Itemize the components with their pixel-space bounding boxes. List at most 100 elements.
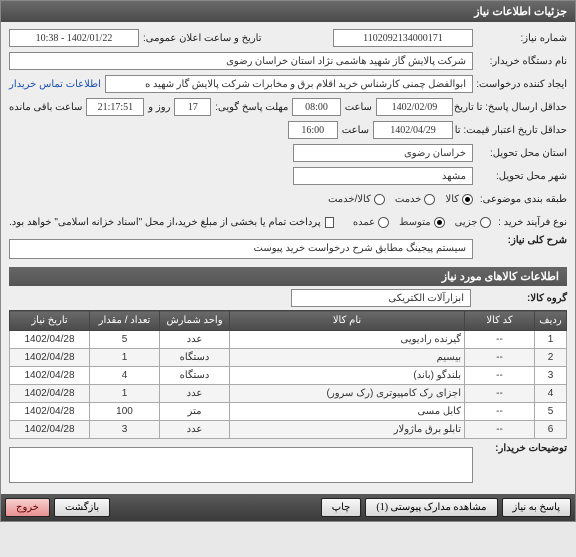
- table-header-row: ردیف کد کالا نام کالا واحد شمارش تعداد /…: [10, 311, 567, 331]
- valid-date: 1402/04/29: [373, 121, 453, 139]
- day-label: روز و: [148, 102, 170, 113]
- buyer-org-label: نام دستگاه خریدار:: [477, 56, 567, 67]
- table-cell: دستگاه: [160, 349, 230, 367]
- table-cell: دستگاه: [160, 367, 230, 385]
- announce-label: تاریخ و ساعت اعلان عمومی:: [143, 33, 262, 44]
- reply-button[interactable]: پاسخ به نیاز: [502, 498, 572, 517]
- contact-link[interactable]: اطلاعات تماس خریدار: [9, 79, 101, 90]
- deadline-date: 1402/02/09: [376, 98, 453, 116]
- table-cell: تابلو برق ماژولار: [230, 421, 465, 439]
- th-code: کد کالا: [465, 311, 535, 331]
- table-cell: 5: [535, 403, 567, 421]
- classify-label: طبقه بندی موضوعی:: [477, 194, 567, 205]
- table-cell: 3: [535, 367, 567, 385]
- table-cell: 100: [90, 403, 160, 421]
- back-button[interactable]: بازگشت: [54, 498, 110, 517]
- overview-box: سیستم پیجینگ مطابق شرح درخواست خرید پیوس…: [9, 239, 473, 259]
- table-cell: --: [465, 349, 535, 367]
- table-cell: متر: [160, 403, 230, 421]
- valid-time: 16:00: [288, 121, 338, 139]
- remain-clock: 21:17:51: [86, 98, 144, 116]
- table-cell: --: [465, 367, 535, 385]
- exit-button[interactable]: خروج: [5, 498, 50, 517]
- table-cell: 1: [535, 331, 567, 349]
- table-cell: عدد: [160, 421, 230, 439]
- table-cell: 1402/04/28: [10, 367, 90, 385]
- table-row[interactable]: 1--گیرنده رادیوییعدد51402/04/28: [10, 331, 567, 349]
- deadline-label: حداقل ارسال پاسخ: تا تاریخ:: [457, 102, 567, 113]
- announce-field: 1402/01/22 - 10:38: [9, 29, 139, 47]
- print-button[interactable]: چاپ: [321, 498, 362, 517]
- city-field: مشهد: [293, 167, 473, 185]
- items-header: اطلاعات کالاهای مورد نیاز: [9, 267, 567, 286]
- th-date: تاریخ نیاز: [10, 311, 90, 331]
- process-opt-0[interactable]: جزیی: [455, 217, 492, 228]
- form-area: شماره نیاز: 1102092134000171 تاریخ و ساع…: [1, 22, 575, 494]
- province-label: استان محل تحویل:: [477, 148, 567, 159]
- table-row[interactable]: 6--تابلو برق ماژولارعدد31402/04/28: [10, 421, 567, 439]
- city-label: شهر محل تحویل:: [477, 171, 567, 182]
- table-row[interactable]: 3--بلندگو (باند)دستگاه41402/04/28: [10, 367, 567, 385]
- footer: پاسخ به نیاز مشاهده مدارک پیوستی (1) چاپ…: [1, 494, 575, 521]
- table-cell: --: [465, 421, 535, 439]
- radio-icon: [374, 194, 385, 205]
- items-table: ردیف کد کالا نام کالا واحد شمارش تعداد /…: [9, 310, 567, 439]
- table-cell: 3: [90, 421, 160, 439]
- table-cell: 1402/04/28: [10, 385, 90, 403]
- radio-icon: [434, 217, 445, 228]
- table-cell: 4: [535, 385, 567, 403]
- classify-opt-2[interactable]: کالا/خدمت: [328, 194, 385, 205]
- province-field: خراسان رضوی: [293, 144, 473, 162]
- hour-label-2: ساعت: [342, 125, 369, 136]
- overview-label: شرح کلی نیاز:: [477, 235, 567, 246]
- table-row[interactable]: 5--کابل مسیمتر1001402/04/28: [10, 403, 567, 421]
- buyer-org-field: شرکت پالایش گاز شهید هاشمی نژاد استان خر…: [9, 52, 473, 70]
- window-title: جزئیات اطلاعات نیاز: [474, 6, 567, 18]
- process-group: جزیی متوسط عمده: [353, 217, 492, 228]
- deadline-hour2-label: مهلت پاسخ گویی:: [215, 102, 288, 113]
- process-opt-1[interactable]: متوسط: [399, 217, 444, 228]
- requester-field: ابوالفضل چمنی کارشناس خرید اقلام برق و م…: [105, 75, 473, 93]
- pay-note: پرداخت تمام یا بخشی از مبلغ خرید،از محل …: [9, 217, 321, 228]
- classify-opt-0[interactable]: کالا: [445, 194, 473, 205]
- table-cell: 1402/04/28: [10, 403, 90, 421]
- table-cell: 1: [90, 349, 160, 367]
- process-label: نوع فرآیند خرید :: [495, 217, 567, 228]
- process-opt-2[interactable]: عمده: [353, 217, 389, 228]
- table-cell: 1402/04/28: [10, 349, 90, 367]
- days-field: 17: [174, 98, 211, 116]
- table-cell: --: [465, 331, 535, 349]
- th-index: ردیف: [535, 311, 567, 331]
- hour-label-1: ساعت: [345, 102, 372, 113]
- titlebar: جزئیات اطلاعات نیاز: [1, 1, 575, 22]
- radio-icon: [424, 194, 435, 205]
- table-cell: بلندگو (باند): [230, 367, 465, 385]
- table-cell: --: [465, 403, 535, 421]
- remaining-label: ساعت باقی مانده: [9, 102, 82, 113]
- table-cell: --: [465, 385, 535, 403]
- valid-until-label: حداقل تاریخ اعتبار قیمت: تا تاریخ:: [457, 125, 567, 136]
- requester-label: ایجاد کننده درخواست:: [477, 79, 567, 90]
- th-name: نام کالا: [230, 311, 465, 331]
- pay-checkbox[interactable]: [325, 217, 334, 228]
- table-cell: عدد: [160, 385, 230, 403]
- th-unit: واحد شمارش: [160, 311, 230, 331]
- buyer-notes-label: توضیحات خریدار:: [477, 443, 567, 454]
- radio-icon: [378, 217, 389, 228]
- overview-text: سیستم پیجینگ مطابق شرح درخواست خرید پیوس…: [254, 243, 467, 254]
- th-qty: تعداد / مقدار: [90, 311, 160, 331]
- table-row[interactable]: 2--بیسیمدستگاه11402/04/28: [10, 349, 567, 367]
- table-cell: 5: [90, 331, 160, 349]
- radio-icon: [480, 217, 491, 228]
- group-field: ابزارآلات الکتریکی: [291, 289, 471, 307]
- table-row[interactable]: 4--اجزای رک کامپیوتری (رک سرور)عدد11402/…: [10, 385, 567, 403]
- deadline-time: 08:00: [292, 98, 340, 116]
- table-cell: 6: [535, 421, 567, 439]
- table-cell: 1402/04/28: [10, 421, 90, 439]
- attachments-button[interactable]: مشاهده مدارک پیوستی (1): [365, 498, 497, 517]
- table-cell: 2: [535, 349, 567, 367]
- classify-group: کالا خدمت کالا/خدمت: [328, 194, 473, 205]
- table-cell: عدد: [160, 331, 230, 349]
- classify-opt-1[interactable]: خدمت: [395, 194, 436, 205]
- table-cell: 1: [90, 385, 160, 403]
